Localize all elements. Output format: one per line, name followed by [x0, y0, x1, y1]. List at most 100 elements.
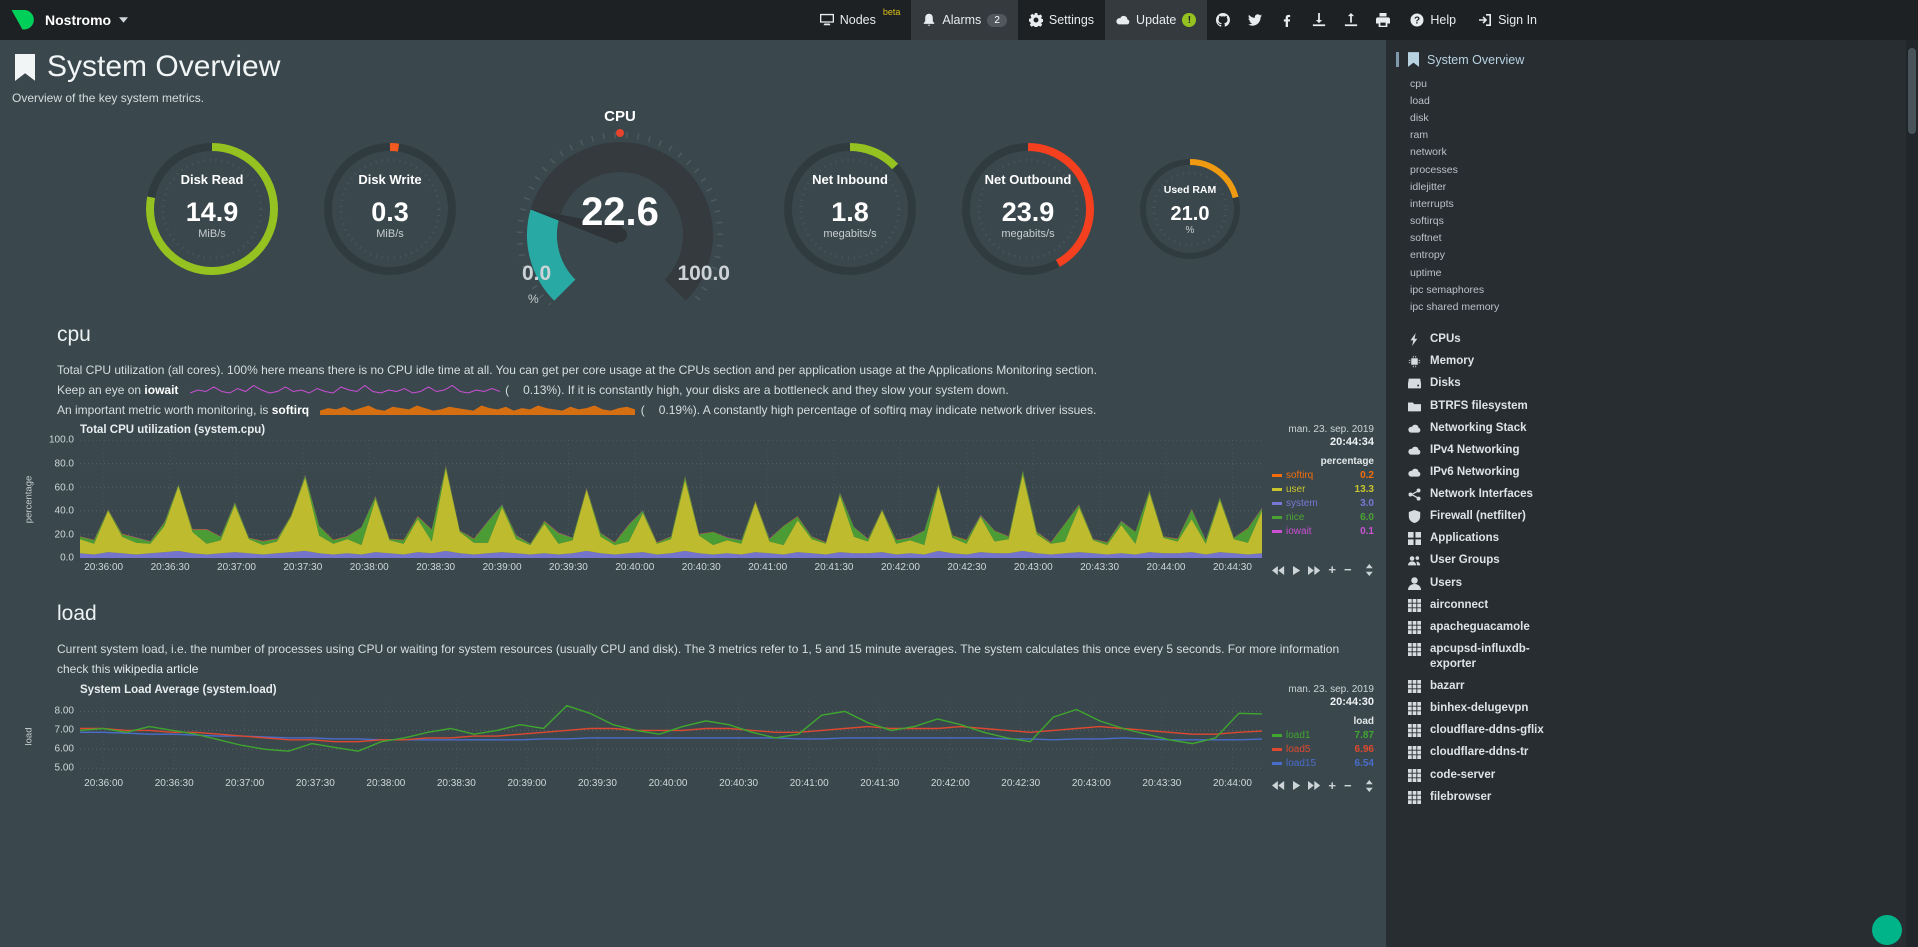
sidebar-item-label: bazarr	[1430, 680, 1465, 693]
sidebar-item-system-overview[interactable]: System Overview	[1396, 52, 1918, 67]
metric-name: iowait	[144, 382, 179, 397]
topbar-item-print[interactable]	[1367, 0, 1399, 40]
sidebar-item-applications[interactable]: Applications	[1408, 528, 1560, 550]
sidebar-item-btrfs-filesystem[interactable]: BTRFS filesystem	[1408, 395, 1560, 417]
sidebar-subitem-ipc-shared-memory[interactable]: ipc shared memory	[1410, 301, 1500, 314]
sidebar-subitem-entropy[interactable]: entropy	[1410, 249, 1446, 262]
legend-row-softirq[interactable]: softirq 0.2	[1272, 470, 1374, 481]
legend-date: man. 23. sep. 2019	[1288, 424, 1374, 436]
topbar-item-import-snapshot[interactable]	[1303, 0, 1335, 40]
sidebar-subitem-network[interactable]: network	[1410, 146, 1447, 159]
sidebar-item-apcupsd-influxdb-exporter[interactable]: apcupsd-influxdb-exporter	[1408, 638, 1560, 675]
sidebar-item-networking-stack[interactable]: Networking Stack	[1408, 417, 1560, 439]
pan-forward-button[interactable]	[1307, 565, 1321, 575]
floating-action-button[interactable]	[1872, 915, 1902, 945]
legend-label: load1	[1286, 729, 1311, 741]
zoom-out-button[interactable]: −	[1343, 777, 1352, 793]
zoom-in-button[interactable]: +	[1328, 562, 1336, 578]
topbar-item-nodes[interactable]: Nodes beta	[809, 0, 912, 40]
sidebar-item-bazarr[interactable]: bazarr	[1408, 675, 1560, 697]
sidebar-subitem-softnet[interactable]: softnet	[1410, 232, 1442, 245]
sidebar-item-apacheguacamole[interactable]: apacheguacamole	[1408, 616, 1560, 638]
sidebar-subitem-softirqs[interactable]: softirqs	[1410, 215, 1444, 228]
sidebar-subitem-disk[interactable]: disk	[1410, 111, 1429, 124]
sidebar-item-ipv6-networking[interactable]: IPv6 Networking	[1408, 461, 1560, 483]
legend-row-iowait[interactable]: iowait 0.1	[1272, 526, 1374, 537]
sidebar-item-users[interactable]: Users	[1408, 572, 1560, 594]
legend-label: system	[1286, 498, 1318, 510]
legend-row-user[interactable]: user 13.3	[1272, 484, 1374, 495]
pan-backward-button[interactable]	[1272, 565, 1285, 575]
x-tick: 20:41:30	[860, 777, 900, 789]
sidebar-subitem-ipc-semaphores[interactable]: ipc semaphores	[1410, 283, 1485, 296]
node-selector[interactable]: Nostromo	[10, 9, 129, 32]
gauge-disk-read[interactable]: Disk Read 14.9 MiB/s	[144, 141, 280, 277]
topbar-item-twitter[interactable]	[1239, 0, 1271, 40]
sidebar-item-disks[interactable]: Disks	[1408, 373, 1560, 395]
legend-row-load5[interactable]: load5 6.96	[1272, 744, 1374, 755]
sidebar-subitem-cpu[interactable]: cpu	[1410, 77, 1427, 90]
sidebar-subitem-uptime[interactable]: uptime	[1410, 266, 1442, 279]
topbar-item-alarms[interactable]: Alarms 2	[911, 0, 1018, 40]
plot-area[interactable]	[80, 440, 1262, 559]
legend-swatch	[1272, 474, 1282, 478]
sidebar-item-firewall-netfilter[interactable]: Firewall (netfilter)	[1408, 506, 1560, 528]
plot-row: percentage 100.0 80.0 60.0 40.0 20.0 0.0	[22, 435, 1262, 564]
topbar-item-help[interactable]: ? Help	[1399, 0, 1467, 40]
sidebar-item-label: binhex-delugevpn	[1430, 702, 1529, 715]
legend-row-load15[interactable]: load15 6.54	[1272, 758, 1374, 769]
y-tick: 5.00	[54, 762, 74, 774]
metric-name: softirq	[271, 402, 310, 417]
gauge-disk-write[interactable]: Disk Write 0.3 MiB/s	[322, 141, 458, 277]
scrollbar[interactable]	[1906, 40, 1918, 947]
sidebar-item-network-interfaces[interactable]: Network Interfaces	[1408, 484, 1560, 506]
scrollbar-thumb[interactable]	[1908, 48, 1916, 134]
gauge-cpu[interactable]: CPU 22.6 0.0 100.0 %	[500, 108, 740, 310]
pan-backward-button[interactable]	[1272, 781, 1285, 791]
legend-value: 6.0	[1360, 512, 1374, 524]
x-tick: 20:44:00	[1212, 777, 1252, 789]
sidebar-subitem-load[interactable]: load	[1410, 94, 1430, 107]
gauge-used-ram[interactable]: Used RAM 21.0 %	[1138, 157, 1242, 261]
legend-row-load1[interactable]: load1 7.87	[1272, 730, 1374, 741]
x-tick: 20:40:00	[615, 562, 655, 574]
gauge-net-inbound[interactable]: Net Inbound 1.8 megabits/s	[782, 141, 918, 277]
sidebar-item-code-server[interactable]: code-server	[1408, 764, 1560, 786]
sidebar-item-filebrowser[interactable]: filebrowser	[1408, 786, 1560, 808]
sidebar-item-airconnect[interactable]: airconnect	[1408, 594, 1560, 616]
zoom-in-button[interactable]: +	[1328, 777, 1336, 793]
zoom-out-button[interactable]: −	[1343, 562, 1352, 578]
topbar-item-export-snapshot[interactable]	[1335, 0, 1367, 40]
topbar-item-facebook[interactable]	[1271, 0, 1303, 40]
legend-row-nice[interactable]: nice 6.0	[1272, 512, 1374, 523]
play-button[interactable]	[1292, 781, 1300, 791]
sidebar-subitem-interrupts[interactable]: interrupts	[1410, 197, 1454, 210]
gauge-unit: %	[1185, 224, 1195, 236]
plot-area[interactable]	[80, 700, 1262, 774]
sidebar-subitem-idlejitter[interactable]: idlejitter	[1410, 180, 1447, 193]
sidebar-item-binhex-delugevpn[interactable]: binhex-delugevpn	[1408, 698, 1560, 720]
topbar-item-settings[interactable]: Settings	[1018, 0, 1105, 40]
sidebar-item-memory[interactable]: Memory	[1408, 351, 1560, 373]
chart-title: Total CPU utilization (system.cpu)	[80, 424, 266, 437]
legend-row-system[interactable]: system 3.0	[1272, 498, 1374, 509]
sidebar-item-cloudflare-ddns-gflix[interactable]: cloudflare-ddns-gflix	[1408, 720, 1560, 742]
pan-forward-button[interactable]	[1307, 781, 1321, 791]
node-name[interactable]: Nostromo	[45, 12, 112, 28]
resize-handle[interactable]	[1365, 564, 1374, 577]
sidebar-subitem-ram[interactable]: ram	[1410, 129, 1429, 142]
topbar-item-update[interactable]: Update!	[1105, 0, 1208, 40]
topbar-item-github[interactable]	[1207, 0, 1239, 40]
play-button[interactable]	[1292, 565, 1300, 575]
topbar-item-label: Help	[1430, 13, 1457, 27]
sidebar-item-cloudflare-ddns-tr[interactable]: cloudflare-ddns-tr	[1408, 742, 1560, 764]
gauge-net-outbound[interactable]: Net Outbound 23.9 megabits/s	[960, 141, 1096, 277]
sidebar-subitem-processes[interactable]: processes	[1410, 163, 1458, 176]
resize-handle[interactable]	[1365, 779, 1374, 792]
sidebar-item-cpus[interactable]: CPUs	[1408, 329, 1560, 351]
sidebar-item-label: filebrowser	[1430, 790, 1492, 803]
wikipedia-link[interactable]: wikipedia article	[113, 662, 199, 677]
topbar-item-sign-in[interactable]: Sign In	[1467, 0, 1548, 40]
sidebar-item-ipv4-networking[interactable]: IPv4 Networking	[1408, 439, 1560, 461]
sidebar-item-user-groups[interactable]: User Groups	[1408, 550, 1560, 572]
